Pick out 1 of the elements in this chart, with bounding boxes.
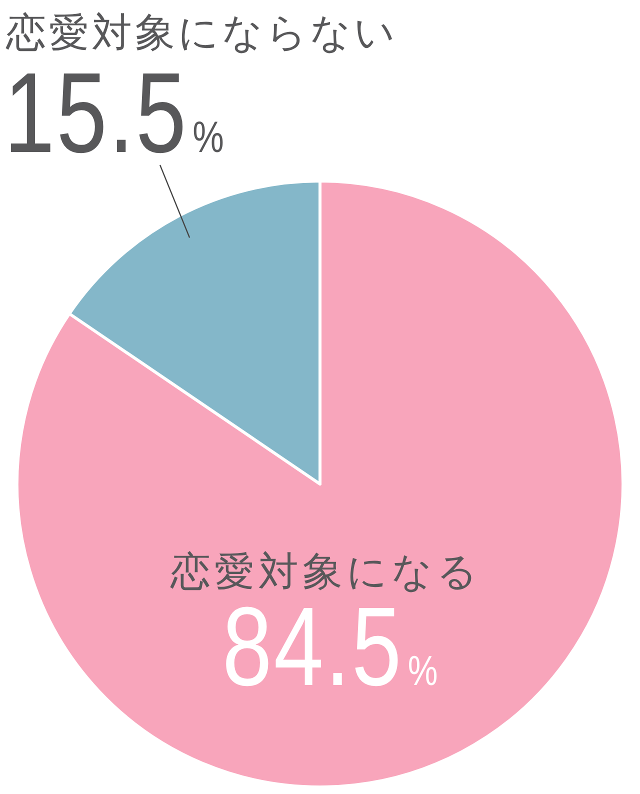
slice-label: 恋愛対象にならない xyxy=(5,11,398,55)
